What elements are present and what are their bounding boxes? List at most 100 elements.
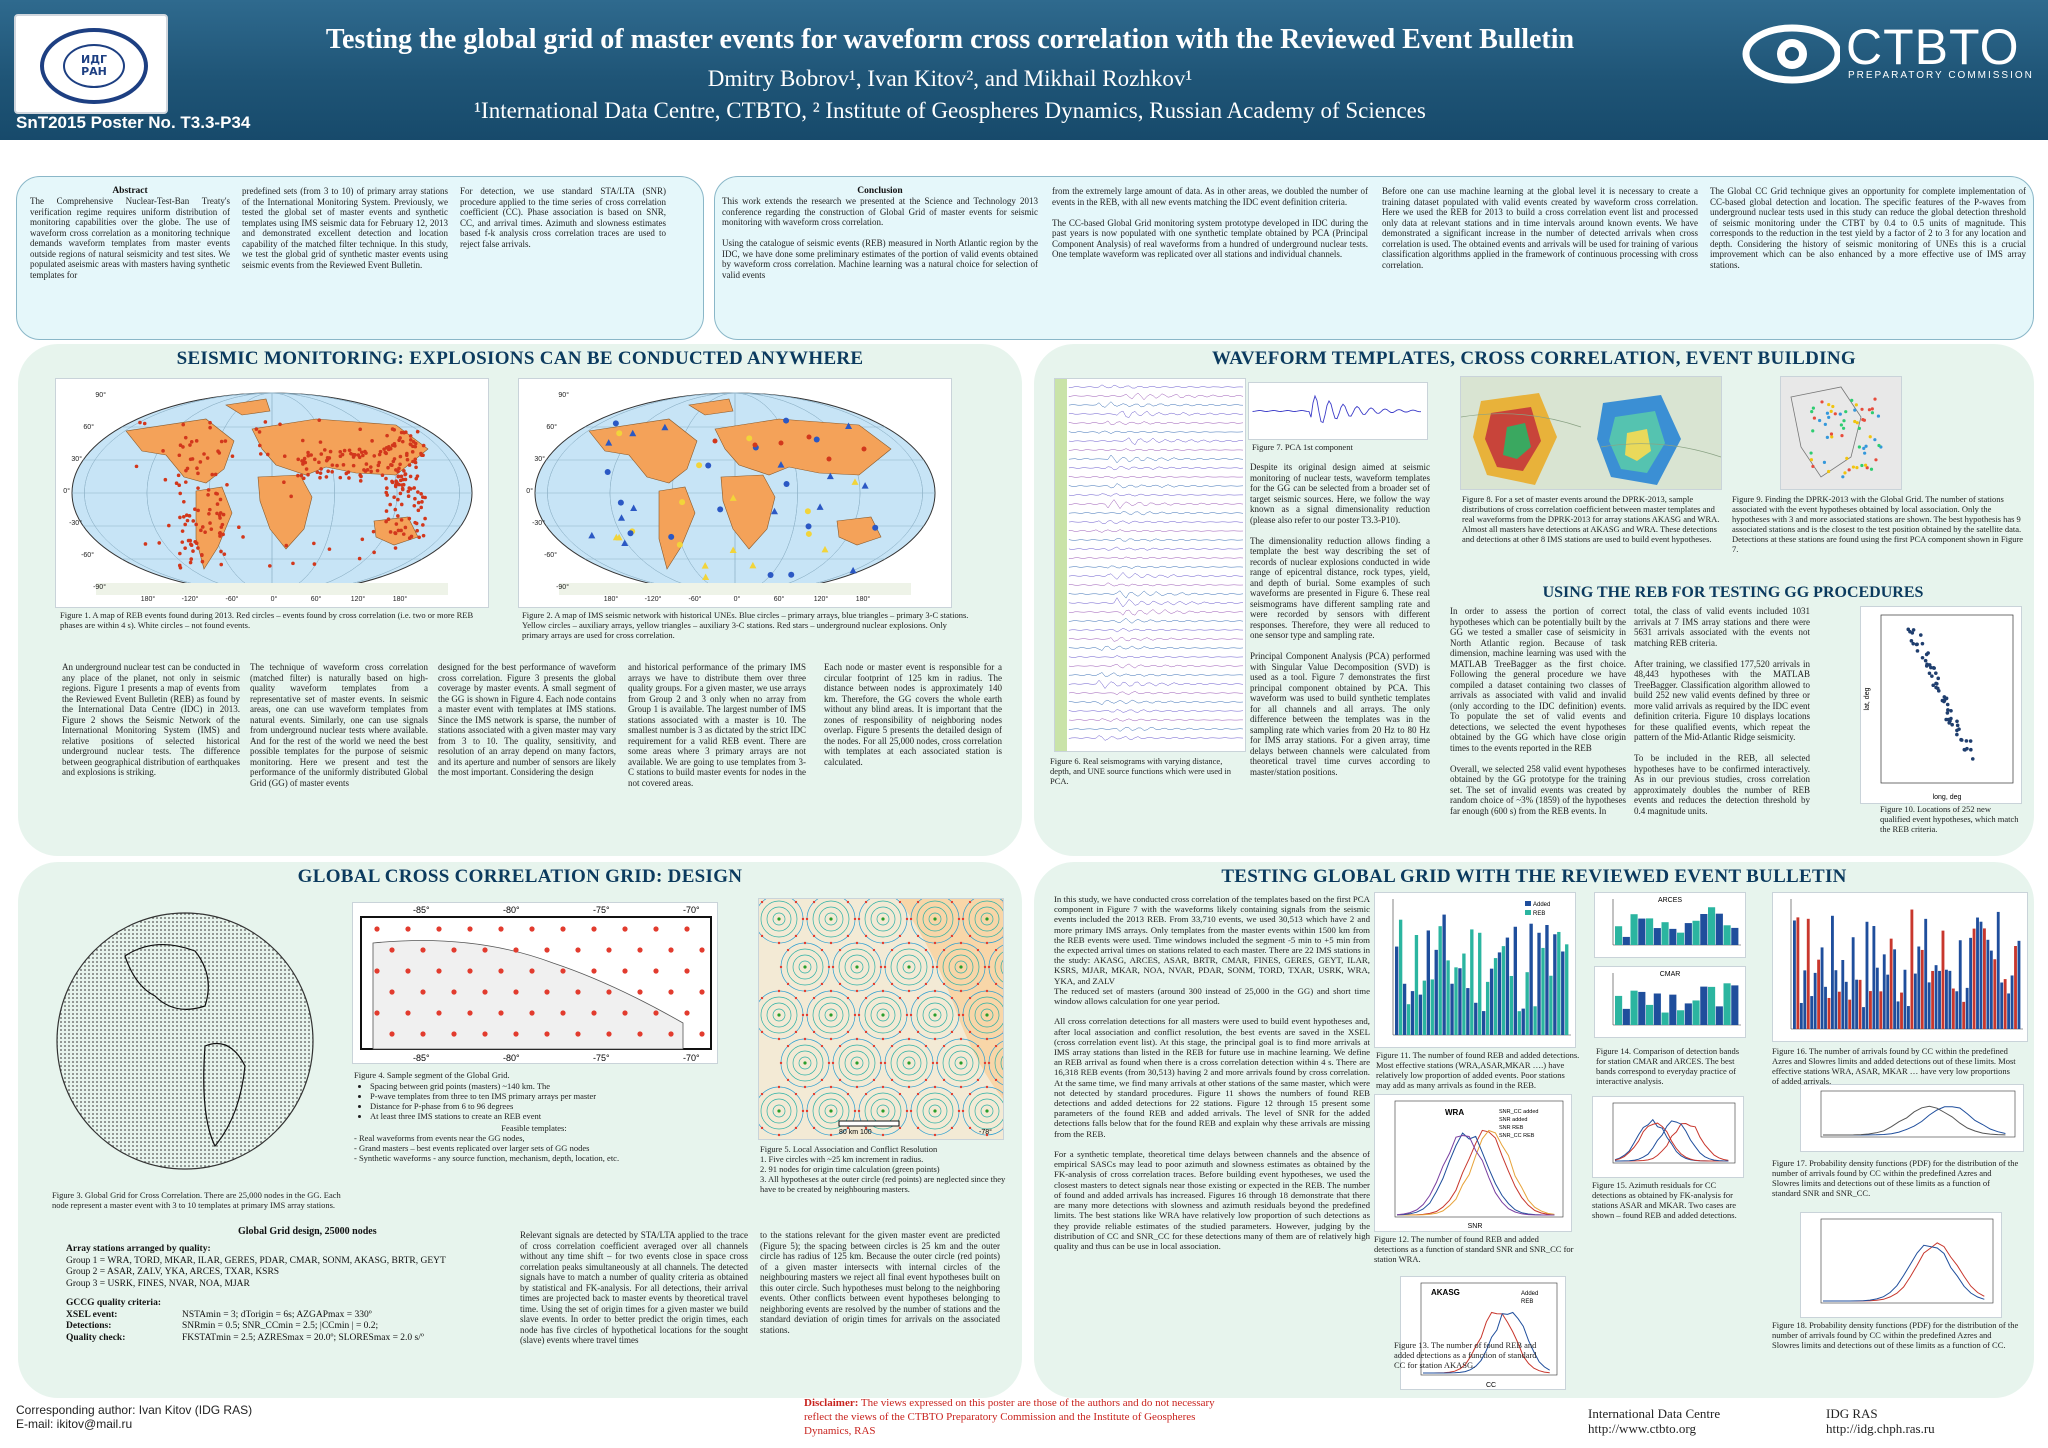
abstract-col-1: Abstract The Comprehensive Nuclear-Test-… [30,186,230,280]
lon-label: -80° [503,1053,520,1063]
reb-event-dot [384,445,389,450]
association-circle [772,1104,786,1118]
map-continent [688,398,734,416]
reb-event-dot [400,439,405,444]
reb-event-dot [368,465,373,469]
reb-event-dot [230,454,235,458]
figure-4-bullet: P-wave templates from three to ten IMS p… [370,1091,714,1101]
seismic-text-1: An underground nuclear test can be condu… [62,662,240,777]
figure-7-pca [1248,382,1428,440]
idg-url[interactable]: http://idg.chph.ras.ru [1826,1421,1935,1436]
reb-event-dot [205,456,210,460]
reb-event-dot [388,530,393,534]
reb-event-dot [265,452,270,457]
figure-14-caption: Figure 14. Comparison of detection bands… [1596,1046,1740,1086]
grid-node [405,1010,411,1016]
outer-point [812,996,816,1000]
outer-point [968,900,972,904]
reb-event-dot [196,546,200,550]
hypothesis-dot [1809,451,1813,455]
design-block: Array stations arranged by quality: Grou… [66,1244,506,1344]
curve [1614,1122,1729,1162]
reb-event-dot [254,427,259,431]
bar [1924,918,1928,1029]
reb-event-dot [191,549,195,553]
reb-event-dot [184,513,189,518]
reb-event-dot [326,469,330,473]
seismogram-trace [1068,645,1244,651]
outer-point [838,1078,842,1082]
reb-event-dot [393,546,398,550]
reb-event-dot [393,444,397,448]
grid-node [591,926,597,932]
seismogram-trace [1068,392,1244,401]
idc-url[interactable]: http://www.ctbto.org [1588,1421,1696,1436]
map-lat-label: -90° [556,583,569,591]
outer-point [931,1061,935,1065]
outer-point [924,1044,928,1048]
map-continent [251,418,429,476]
bar [1803,970,1807,1029]
reb-event-dot [296,457,301,462]
primary-3c-triangle [661,423,669,431]
reb-event-dot [415,474,420,478]
outer-point [857,1013,861,1017]
seismogram-trace [1068,529,1244,533]
conclusion-text-1: This work extends the research we presen… [722,196,1038,280]
association-circle [942,948,980,986]
reb-event-dot [202,452,206,456]
seismogram-trace [1068,430,1244,434]
bar [1692,1000,1700,1025]
bar [2000,982,2004,1029]
outer-point [777,1037,781,1041]
une-star [806,434,812,440]
outer-point [803,989,807,993]
bar [1525,972,1529,1035]
association-circle [948,954,974,980]
bar [2003,979,2007,1029]
event-point [1926,651,1930,655]
reb-event-dot [322,448,327,452]
landmass [372,940,684,1050]
master-node [777,1013,781,1017]
hypothesis-dot [1864,463,1868,467]
arces-band-chart: ARCES [1612,897,1741,946]
auxiliary-triangle [701,562,709,569]
outer-point [968,1030,972,1034]
x-axis-label: long, deg [1933,794,1962,801]
outer-point [872,1078,876,1082]
map-lon-label: 120° [814,595,829,603]
outer-point [985,1133,989,1137]
bar [1669,994,1677,1025]
grid-node [389,1031,395,1037]
association-circle [812,900,850,938]
outer-point [872,948,876,952]
conclusion-text-3: Before one can use machine learning at t… [1382,186,1698,270]
pdf-cc-plot [1820,1218,1994,1304]
event-point [1924,664,1929,668]
bar [1513,926,1517,1035]
reb-event-dot [216,449,220,454]
outer-point [760,900,764,904]
association-circle [766,1098,792,1124]
reb-testing-text-2: total, the class of valid events include… [1634,606,1810,816]
outer-point [812,1092,816,1096]
map-lat-label: 0° [63,487,70,495]
event-point [1945,711,1950,715]
event-point [1918,633,1923,637]
hypothesis-dot [1854,403,1858,407]
feasible-item: - Real waveforms from events near the GG… [354,1133,525,1143]
reb-event-dot [400,486,405,491]
outer-point [794,900,798,904]
grid-node [637,1031,643,1037]
outer-point [853,1109,857,1113]
outer-point [942,948,946,952]
reb-event-dot [358,479,363,483]
reb-event-dot [393,531,397,535]
auxiliary-array-dot [679,499,686,506]
bar [1630,914,1638,945]
reb-event-dot [215,502,220,506]
reb-event-dot [408,474,413,479]
reb-event-dot [405,451,409,456]
figure-4-grid-segment: -85° -80° -75° -70° -85° -80° -75° -70° [352,902,718,1064]
